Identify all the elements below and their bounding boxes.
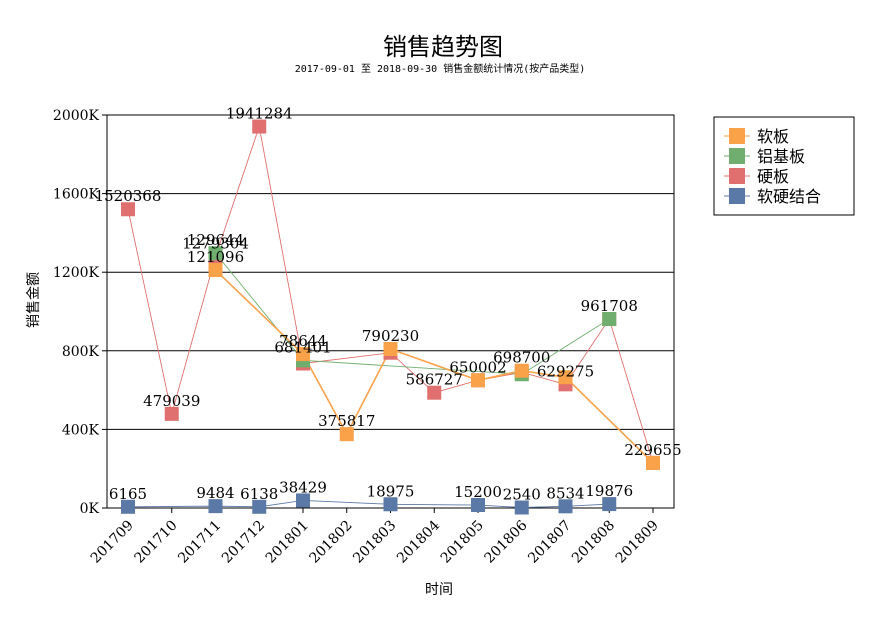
data-point-marker xyxy=(383,342,398,357)
data-point-marker xyxy=(471,373,485,388)
data-label: 15200 xyxy=(454,483,502,501)
x-tick-label: 201712 xyxy=(219,518,268,567)
x-tick-label: 201803 xyxy=(350,518,399,567)
x-axis-label: 时间 xyxy=(425,582,453,598)
data-label: 961708 xyxy=(581,297,638,315)
data-label: 790230 xyxy=(362,327,419,345)
data-point-marker xyxy=(208,246,223,261)
data-label: 38429 xyxy=(279,478,327,496)
data-point-marker xyxy=(164,406,179,421)
x-tick-label: 201807 xyxy=(525,518,574,567)
data-label: 8534 xyxy=(546,484,584,502)
data-label: 479039 xyxy=(143,392,200,410)
data-point-marker xyxy=(427,385,442,400)
data-point-marker xyxy=(383,497,398,512)
data-label: 129644 xyxy=(187,231,244,249)
grid-lines xyxy=(107,193,674,430)
legend-swatch xyxy=(729,148,745,164)
data-point-marker xyxy=(646,455,660,470)
data-point-marker xyxy=(602,312,617,327)
data-label: 6165 xyxy=(109,485,147,503)
x-tick-label: 201808 xyxy=(569,518,618,567)
x-tick-label: 201804 xyxy=(394,517,443,566)
data-point-marker xyxy=(208,499,223,514)
data-label: 1520368 xyxy=(95,187,162,205)
data-point-marker xyxy=(558,370,573,385)
legend-label: 软板 xyxy=(757,127,789,146)
series-markers xyxy=(121,119,660,515)
series-lines xyxy=(127,124,654,508)
data-label: 19876 xyxy=(585,482,633,500)
legend-label: 铝基板 xyxy=(757,147,805,166)
data-label: 1941284 xyxy=(226,105,293,123)
data-label: 629275 xyxy=(537,362,594,380)
data-point-marker xyxy=(252,119,267,134)
data-label: 9484 xyxy=(196,484,234,502)
x-tick-label: 201709 xyxy=(88,518,137,567)
chart-title: 销售趋势图 xyxy=(383,33,503,61)
x-axis-ticks: 2017092017102017112017122018012018022018… xyxy=(88,508,662,567)
data-label: 18975 xyxy=(367,482,415,500)
data-label: 650002 xyxy=(449,358,506,376)
x-tick-label: 201711 xyxy=(175,518,224,567)
data-point-marker xyxy=(121,202,135,217)
legend-label: 软硬结合 xyxy=(757,187,821,206)
data-label: 375817 xyxy=(318,412,375,430)
legend-swatch xyxy=(729,168,745,184)
x-tick-label: 201710 xyxy=(131,518,180,567)
data-label: 2540 xyxy=(503,486,541,504)
y-tick-label: 400K xyxy=(62,422,100,438)
series-line xyxy=(215,252,610,375)
x-tick-label: 201806 xyxy=(481,517,530,566)
data-point-marker xyxy=(514,500,529,515)
data-label: 586727 xyxy=(406,371,463,389)
x-tick-label: 201801 xyxy=(263,518,312,567)
data-label: 121096 xyxy=(187,248,244,266)
data-point-marker xyxy=(514,363,529,378)
legend-swatch xyxy=(729,188,745,204)
data-point-marker xyxy=(252,499,267,514)
series-line xyxy=(127,124,654,464)
y-tick-label: 800K xyxy=(62,344,100,360)
y-axis-ticks: 0K 400K 800K 1200K 1600K 2000K xyxy=(53,108,107,517)
data-label: 6138 xyxy=(240,485,278,503)
legend-swatch xyxy=(729,128,745,144)
data-point-marker xyxy=(558,499,573,514)
x-tick-label: 201805 xyxy=(438,518,487,567)
data-point-marker xyxy=(296,347,310,362)
data-point-marker xyxy=(602,497,617,512)
data-point-marker xyxy=(471,498,485,513)
y-tick-label: 1200K xyxy=(53,265,100,281)
data-label: 698700 xyxy=(493,349,550,367)
y-tick-label: 0K xyxy=(80,501,100,517)
data-point-marker xyxy=(208,263,223,278)
data-point-marker xyxy=(296,493,310,508)
data-label: 229655 xyxy=(624,441,681,459)
data-point-marker xyxy=(339,427,354,442)
data-label: 1279304 xyxy=(182,235,249,253)
y-axis-label: 销售金额 xyxy=(26,272,42,328)
legend-label: 硬板 xyxy=(757,167,789,186)
y-tick-label: 2000K xyxy=(53,108,100,124)
data-point-marker xyxy=(121,499,135,514)
series-line xyxy=(214,269,654,464)
chart-subtitle: 2017-09-01 至 2018-09-30 销售金额统计情况(按产品类型) xyxy=(295,62,586,75)
y-tick-label: 1600K xyxy=(53,187,100,203)
x-tick-label: 201802 xyxy=(306,518,355,567)
data-label: 78644 xyxy=(279,332,327,350)
data-label: 681401 xyxy=(274,338,331,356)
x-tick-label: 201809 xyxy=(613,518,662,567)
